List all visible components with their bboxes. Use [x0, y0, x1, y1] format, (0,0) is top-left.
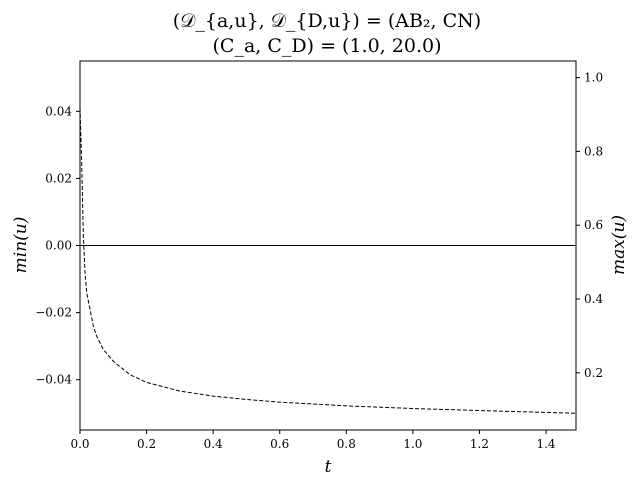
y-left-tick-label: −0.02 — [35, 306, 72, 320]
x-tick-label: 0.2 — [137, 437, 156, 451]
x-tick-label: 0.0 — [70, 437, 89, 451]
y-axis-left-label: min(u) — [11, 217, 31, 274]
y-left-tick-label: −0.04 — [35, 373, 72, 387]
x-tick-label: 0.8 — [337, 437, 356, 451]
y-axis-right-label: max(u) — [609, 215, 629, 275]
y-right-tick-label: 0.8 — [584, 144, 603, 158]
x-tick-label: 0.6 — [270, 437, 289, 451]
x-tick-label: 1.4 — [536, 437, 555, 451]
chart-title: (𝒟_{a,u}, 𝒟_{D,u}) = (AB₂, CN) (C_a, C_D… — [173, 10, 481, 57]
y-right-tick-label: 0.6 — [584, 218, 603, 232]
y-left-tick-label: 0.04 — [45, 104, 72, 118]
chart-title-line-2: (C_a, C_D) = (1.0, 20.0) — [213, 35, 442, 57]
y-axis-right: 1.0 0.8 0.6 0.4 0.2 — [576, 71, 603, 380]
chart-title-line-1: (𝒟_{a,u}, 𝒟_{D,u}) = (AB₂, CN) — [173, 10, 481, 32]
x-tick-label: 1.2 — [470, 437, 489, 451]
x-axis: 0.0 0.2 0.4 0.6 0.8 1.0 1.2 1.4 — [70, 430, 556, 451]
y-right-tick-label: 1.0 — [584, 71, 603, 85]
x-axis-label: t — [325, 457, 332, 477]
y-right-tick-label: 0.2 — [584, 366, 603, 380]
series-line-0-left — [79, 107, 577, 414]
y-right-tick-label: 0.4 — [584, 292, 603, 306]
plot-area — [79, 107, 577, 414]
y-left-tick-label: 0.02 — [45, 171, 72, 185]
x-tick-label: 1.0 — [403, 437, 422, 451]
y-left-tick-label: 0.00 — [45, 239, 72, 253]
x-tick-label: 0.4 — [204, 437, 223, 451]
y-axis-left: 0.04 0.02 0.00 −0.02 −0.04 — [35, 104, 80, 387]
